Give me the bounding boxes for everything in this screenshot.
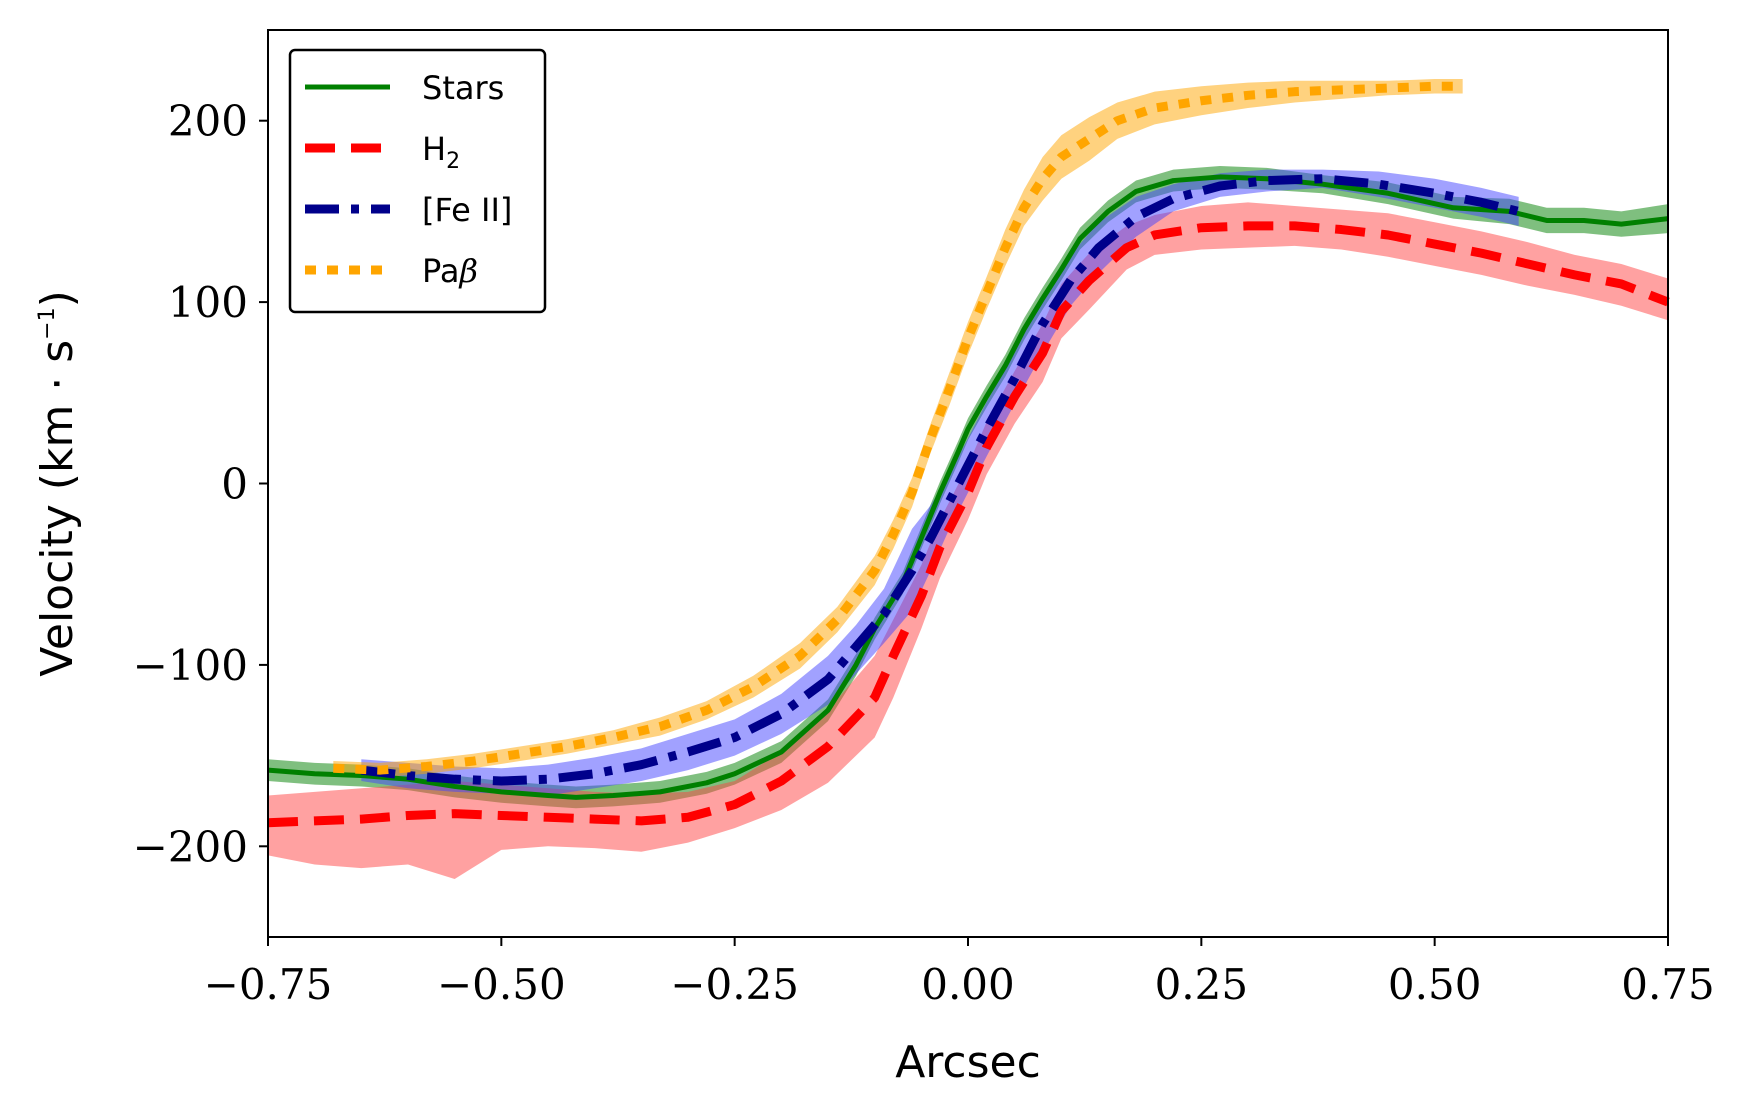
legend-label-pabeta: Paβ (422, 252, 478, 290)
series-lines (267, 81, 1670, 828)
y-axis-label: Velocity (km · s−1) (32, 290, 83, 677)
y-tick-label: 0 (221, 460, 248, 509)
x-tick-label: −0.50 (437, 960, 566, 1009)
stars-line (267, 174, 1669, 800)
pabeta-line (333, 81, 1463, 775)
y-axis-label-end: ) (32, 290, 83, 307)
x-tick-label: 0.25 (1155, 960, 1249, 1009)
x-tick-label: −0.25 (670, 960, 799, 1009)
legend-label-h2: H2 (422, 130, 460, 174)
y-tick-label: −100 (133, 641, 248, 690)
legend: Stars H2 [Fe II] Paβ (288, 48, 547, 314)
x-tick-label: −0.75 (204, 960, 333, 1009)
x-axis-label: Arcsec (895, 1037, 1041, 1088)
y-tick-label: −200 (133, 822, 248, 871)
x-tick-label: 0.00 (921, 960, 1015, 1009)
x-axis-ticks: −0.75 −0.50 −0.25 0.00 0.25 0.50 0.75 (204, 937, 1715, 1009)
legend-label-fe-ii: [Fe II] (422, 191, 512, 229)
y-axis-label-main: Velocity (km · s (32, 340, 83, 677)
h2-line (267, 221, 1670, 828)
legend-items: Stars H2 [Fe II] Paβ (305, 69, 512, 290)
y-axis-ticks: −200 −100 0 100 200 (133, 97, 268, 871)
x-tick-label: 0.75 (1621, 960, 1715, 1009)
y-axis-label-exponent: −1 (35, 307, 60, 339)
y-tick-label: 100 (168, 278, 248, 327)
legend-box (288, 48, 547, 314)
y-tick-label: 200 (168, 97, 248, 146)
legend-label-stars: Stars (422, 69, 504, 107)
x-tick-label: 0.50 (1388, 960, 1482, 1009)
